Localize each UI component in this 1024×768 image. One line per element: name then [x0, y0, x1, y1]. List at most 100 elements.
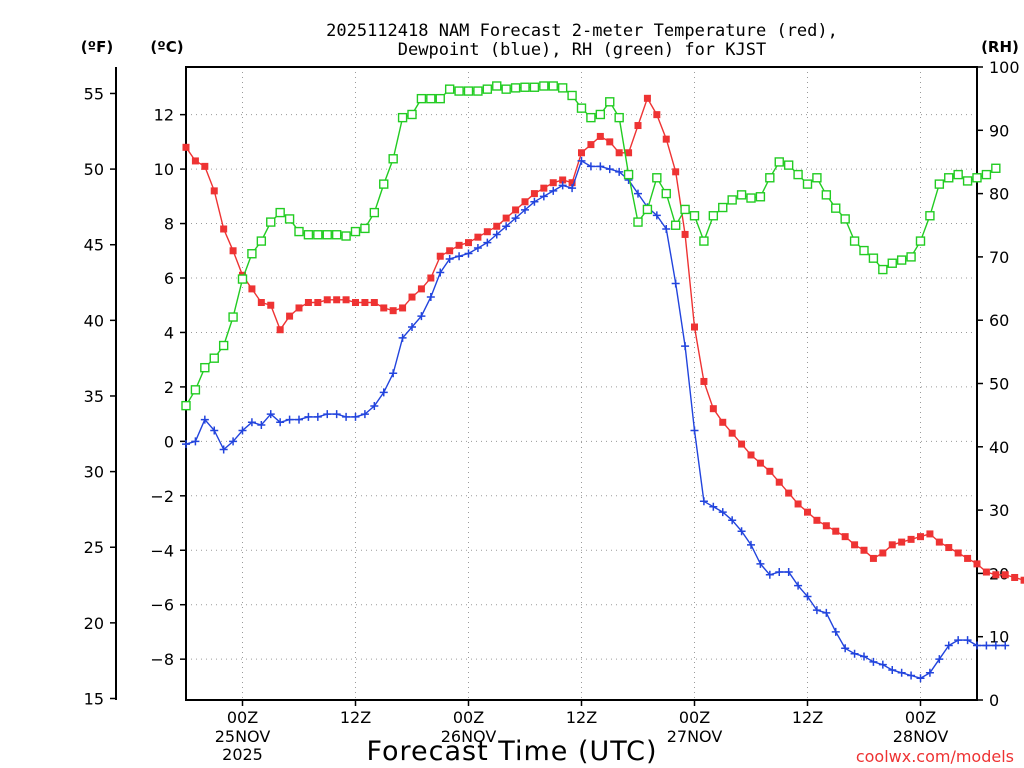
celsius-tick-label: 2	[164, 378, 174, 397]
temperature-point	[766, 467, 774, 475]
dewpoint-point	[794, 581, 803, 590]
temperature-point	[719, 418, 727, 426]
dewpoint-point	[182, 440, 190, 449]
chart-title-line-2: Dewpoint (blue), RH (green) for KJST	[398, 40, 766, 60]
relative-humidity-point	[247, 249, 257, 259]
temperature-point	[992, 571, 1000, 579]
x-tick-time-label: 12Z	[340, 708, 371, 727]
dewpoint-point	[718, 508, 727, 517]
relative-humidity-point	[595, 109, 606, 120]
dewpoint-point	[935, 655, 944, 664]
temperature-point	[333, 296, 341, 304]
relative-humidity-point	[878, 264, 888, 275]
temperature-point	[794, 500, 802, 508]
celsius-tick-label: 8	[164, 215, 174, 234]
relative-humidity-point	[350, 226, 361, 237]
dewpoint-point	[605, 165, 614, 174]
relative-humidity-point	[586, 112, 596, 123]
temperature-point	[625, 149, 633, 157]
temperature-point	[295, 304, 303, 312]
temperature-point	[521, 198, 529, 206]
relative-humidity-point	[482, 84, 493, 94]
temperature-point	[935, 538, 943, 546]
temperature-point	[568, 179, 576, 187]
temperature-point	[530, 190, 538, 198]
temperature-point	[257, 299, 265, 307]
temperature-point	[709, 405, 717, 413]
dewpoint-point	[699, 497, 708, 506]
temperature-point	[606, 138, 614, 146]
relative-humidity-point	[887, 258, 897, 268]
relative-humidity-point	[906, 252, 916, 262]
relative-humidity-line	[185, 85, 997, 407]
dewpoint-point	[370, 401, 379, 410]
temperature-point	[973, 560, 981, 568]
relative-humidity-point	[331, 230, 342, 240]
temperature-point	[352, 299, 359, 307]
relative-humidity-point	[444, 84, 455, 94]
relative-humidity-point	[925, 211, 935, 221]
rh-tick-label: 60	[989, 311, 1009, 330]
relative-humidity-point	[501, 84, 511, 94]
relative-humidity-point	[190, 385, 201, 395]
dewpoint-point	[747, 540, 755, 549]
dewpoint-point	[888, 666, 897, 675]
dewpoint-point	[615, 167, 624, 176]
relative-humidity-point	[614, 112, 624, 123]
relative-humidity-point	[322, 230, 332, 240]
fahrenheit-tick-label: 15	[84, 689, 104, 708]
relative-humidity-point	[567, 90, 577, 101]
x-tick-year-label: 2025	[222, 745, 263, 764]
temperature-point	[427, 274, 435, 282]
relative-humidity-point	[699, 236, 709, 246]
relative-humidity-point	[915, 236, 926, 246]
temperature-point	[361, 299, 369, 307]
celsius-tick-label: 0	[164, 432, 174, 451]
relative-humidity-point	[492, 81, 502, 91]
relative-humidity-point	[944, 173, 954, 183]
dewpoint-point	[596, 162, 605, 171]
dewpoint-point	[332, 410, 341, 419]
temperature-point	[1020, 576, 1024, 584]
temperature-point	[323, 296, 331, 304]
temperature-point	[502, 214, 510, 222]
relative-humidity-point	[256, 236, 267, 246]
fahrenheit-unit-label: (ºF)	[81, 38, 113, 56]
rh-tick-label: 80	[989, 185, 1009, 204]
dewpoint-point	[210, 426, 219, 435]
dewpoint-point	[991, 641, 1000, 650]
dewpoint-point	[944, 641, 953, 650]
dewpoint-point	[511, 214, 520, 223]
celsius-tick-label: 6	[164, 269, 174, 288]
relative-humidity-point	[831, 203, 841, 213]
temperature-point	[229, 247, 237, 255]
relative-humidity-point	[539, 81, 549, 91]
dewpoint-point	[822, 608, 831, 617]
temperature-point	[493, 222, 501, 230]
temperature-point	[408, 293, 416, 301]
dewpoint-point	[963, 636, 972, 645]
temperature-point	[399, 304, 407, 312]
x-tick-time-label: 12Z	[566, 708, 597, 727]
relative-humidity-point	[670, 220, 681, 230]
relative-humidity-point	[840, 214, 850, 224]
relative-humidity-point	[680, 204, 690, 215]
temperature-point	[201, 162, 209, 170]
dewpoint-point	[803, 592, 812, 601]
temperature-point	[1001, 571, 1009, 579]
rh-tick-label: 70	[989, 248, 1009, 267]
dewpoint-point	[483, 238, 492, 247]
celsius-tick-label: −8	[150, 650, 174, 669]
x-tick-date-label: 26NOV	[441, 727, 497, 746]
watermark: coolwx.com/models	[856, 747, 1014, 766]
relative-humidity-point	[689, 211, 700, 221]
dewpoint-point	[389, 369, 398, 378]
dewpoint-point	[662, 224, 671, 233]
celsius-tick-label: 4	[164, 323, 174, 342]
temperature-point	[879, 549, 887, 557]
dewpoint-point	[737, 527, 746, 536]
temperature-point	[587, 141, 595, 149]
dewpoint-point	[342, 412, 351, 421]
relative-humidity-point	[708, 211, 719, 221]
